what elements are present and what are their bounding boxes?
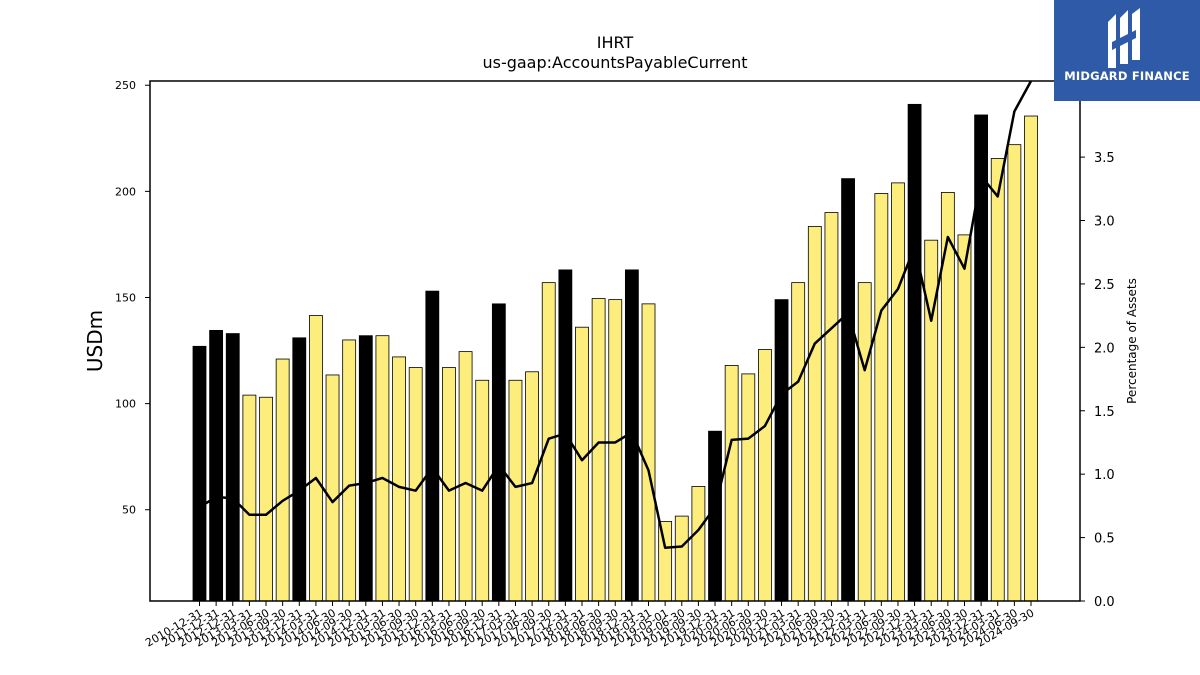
- bar-2021-03-31: [791, 282, 806, 602]
- bar-2014-12-31: [358, 335, 373, 602]
- bar-2022-12-31: [907, 103, 922, 602]
- y-tick-label: 200: [115, 185, 136, 198]
- bar-2019-06-30: [674, 515, 689, 602]
- y-tick-label: 50: [122, 504, 136, 517]
- bar-2016-12-31: [491, 303, 506, 602]
- bar-2018-09-30: [608, 299, 623, 602]
- bar-2020-03-31: [724, 365, 739, 602]
- y2-tick-label: 2.0: [1094, 341, 1115, 356]
- bar-2014-03-31: [309, 315, 323, 602]
- midgard-logo-icon: [1108, 8, 1140, 68]
- bar-2021-06-30: [807, 225, 822, 602]
- bar-2023-09-30: [957, 234, 972, 602]
- bar-2020-09-30: [758, 349, 772, 602]
- y2-tick-label: 1.0: [1094, 468, 1115, 483]
- bar-2015-12-31: [425, 290, 440, 602]
- ticks-layer: 501001502002500.00.51.01.52.02.53.03.54.…: [115, 79, 1115, 649]
- bar-2020-06-30: [741, 373, 756, 602]
- percentage-of-assets-line: [198, 80, 1033, 549]
- y-axis-label: USDm: [83, 310, 107, 372]
- y2-tick-label: 2.5: [1094, 278, 1115, 293]
- bar-2015-03-31: [375, 335, 390, 602]
- bar-2017-03-31: [508, 379, 523, 602]
- brand-name: MIDGARD FINANCE: [1064, 69, 1190, 83]
- bar-2019-12-31: [708, 430, 722, 602]
- bar-2013-12-31: [292, 337, 307, 602]
- y2-tick-label: 1.5: [1094, 405, 1115, 420]
- y2-tick-label: 3.5: [1094, 151, 1115, 166]
- bar-2021-09-30: [824, 212, 839, 602]
- bar-2013-09-30: [275, 358, 290, 602]
- y-tick-label: 150: [115, 291, 136, 304]
- bar-2024-09-30: [1024, 115, 1038, 602]
- bar-2022-06-30: [874, 193, 889, 602]
- bar-2010-12-31: [192, 345, 207, 602]
- y2-tick-label: 0.0: [1094, 595, 1115, 610]
- bar-2019-05-01: [658, 521, 673, 602]
- bar-2016-06-30: [458, 351, 473, 602]
- bar-2021-12-31: [841, 178, 855, 602]
- bar-2011-12-31: [209, 329, 224, 602]
- bar-2013-03-31: [242, 394, 257, 602]
- bars-layer: [192, 103, 1038, 602]
- bar-2022-03-31: [857, 282, 872, 602]
- bar-2019-03-31: [641, 303, 656, 602]
- bar-2013-06-30: [259, 396, 273, 602]
- y2-tick-label: 0.5: [1094, 532, 1115, 547]
- y2-axis-label: Percentage of Assets: [1125, 278, 1139, 404]
- bar-2019-09-30: [691, 485, 706, 602]
- y-tick-label: 250: [115, 79, 136, 92]
- bar-2023-12-31: [974, 114, 989, 602]
- bar-2017-06-30: [525, 371, 539, 602]
- bar-2014-06-30: [325, 374, 340, 602]
- bar-2024-03-31: [990, 158, 1005, 602]
- bar-2022-09-30: [891, 182, 905, 602]
- line-layer: [198, 80, 1033, 549]
- bar-2014-09-30: [342, 339, 357, 602]
- chart-title: IHRT: [597, 33, 634, 52]
- bar-2012-12-31: [225, 333, 240, 602]
- y-tick-label: 100: [115, 398, 136, 411]
- brand-logo: MIDGARD FINANCE: [1054, 0, 1200, 101]
- y2-tick-label: 3.0: [1094, 215, 1115, 230]
- bar-2024-06-30: [1007, 144, 1022, 602]
- bar-2018-06-30: [591, 298, 606, 602]
- bar-2020-12-31: [774, 299, 789, 602]
- bar-2018-03-31: [575, 326, 589, 602]
- chart-subtitle: us-gaap:AccountsPayableCurrent: [482, 53, 747, 72]
- bar-2015-06-30: [392, 356, 406, 602]
